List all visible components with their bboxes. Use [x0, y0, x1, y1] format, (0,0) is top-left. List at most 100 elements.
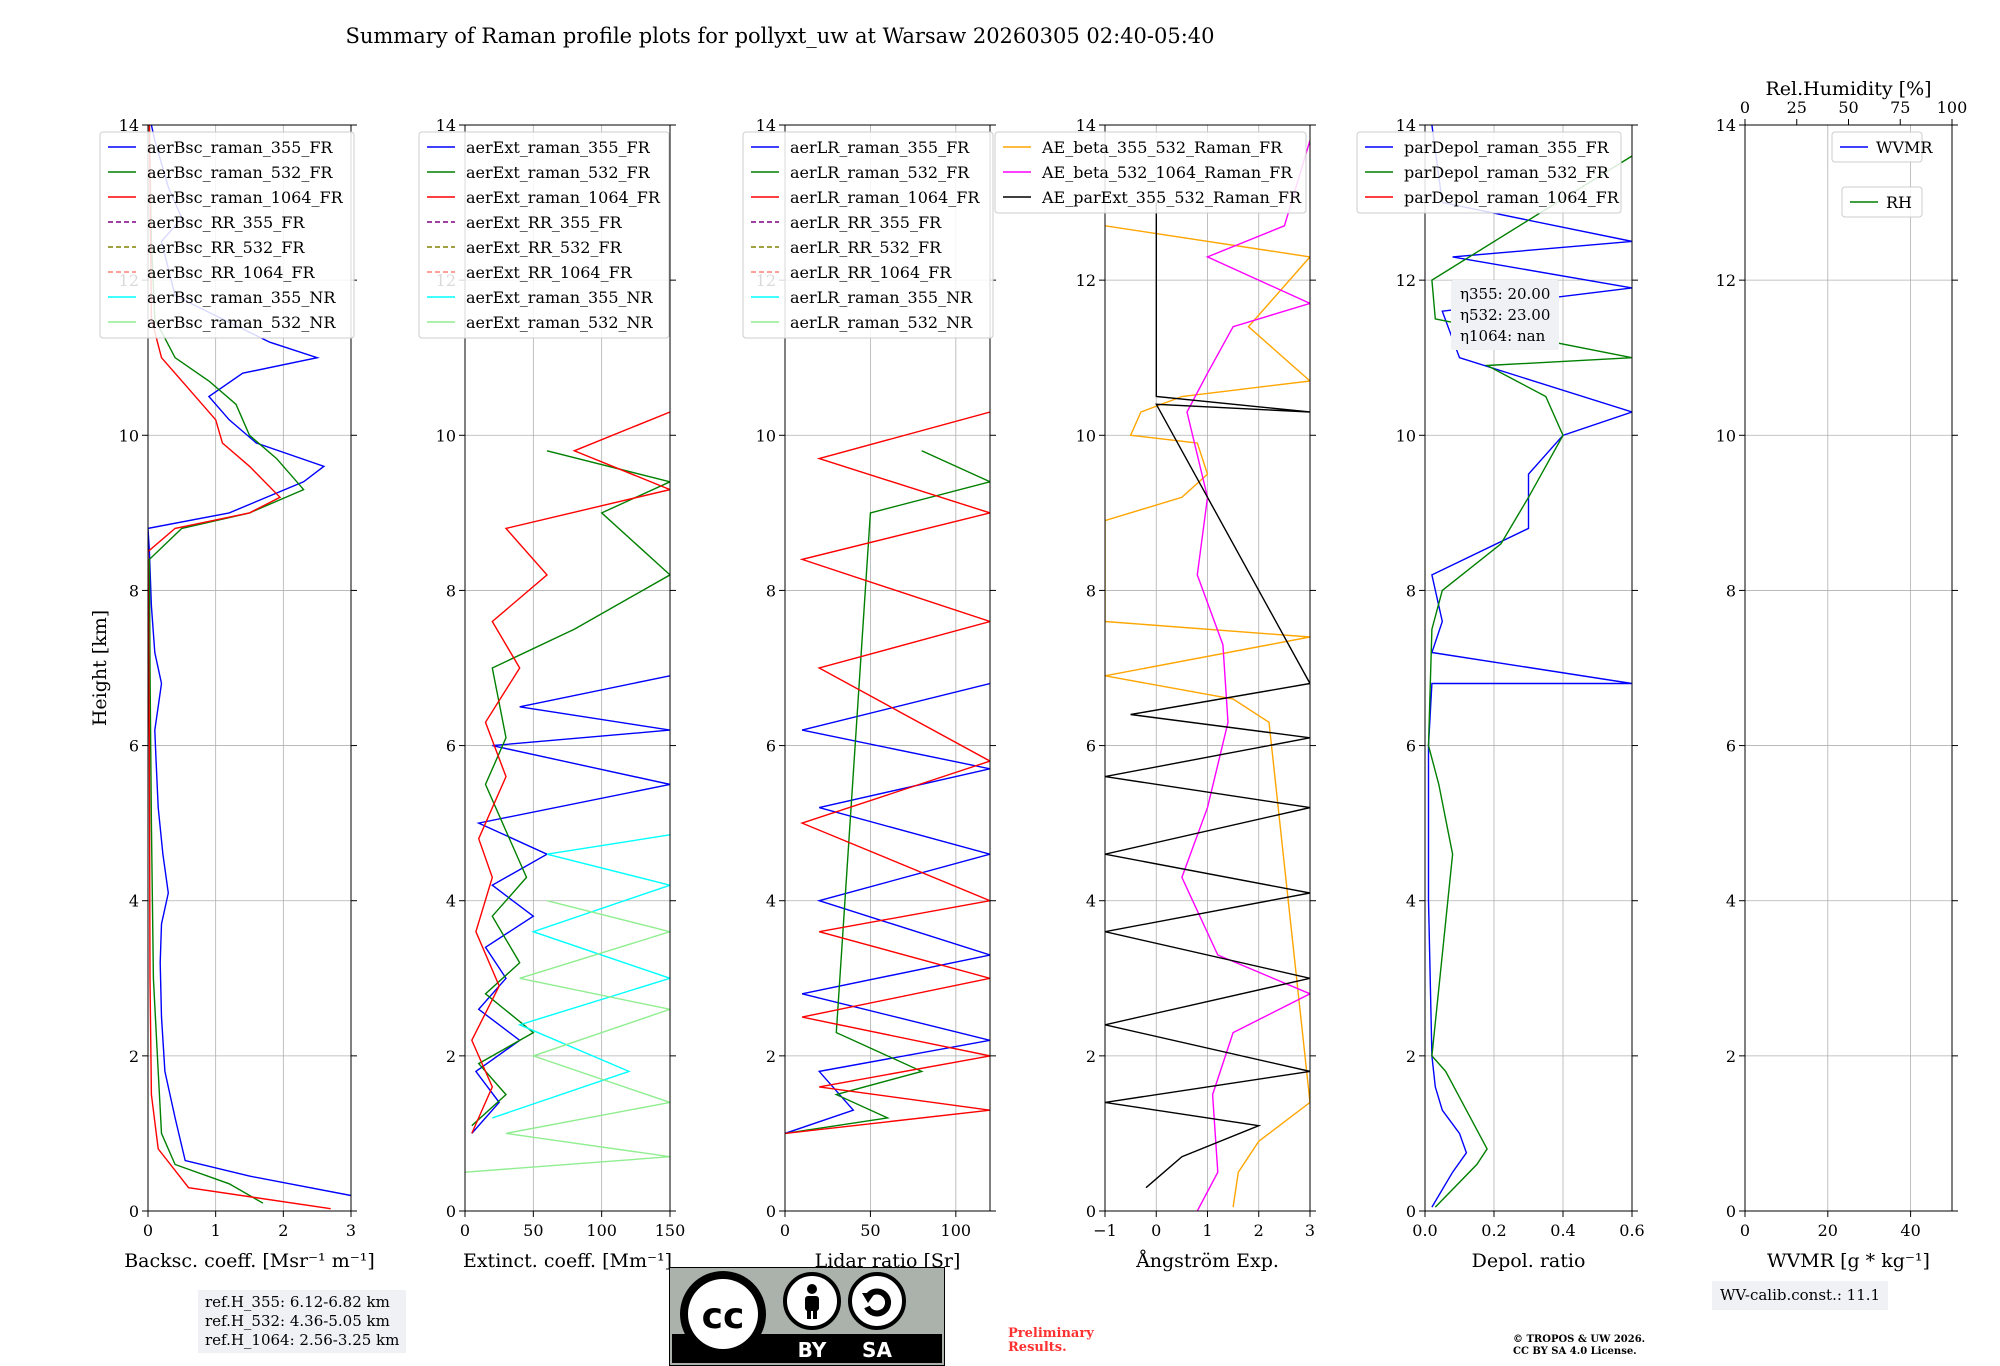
eta-box	[1451, 280, 1559, 350]
legend-label: aerLR_raman_355_FR	[790, 138, 970, 157]
legend-label: aerLR_RR_532_FR	[790, 238, 942, 257]
y-tick-label: 6	[129, 737, 139, 756]
legend: aerExt_raman_355_FR aerExt_raman_532_FRae…	[418, 131, 670, 339]
y-tick-label: 2	[1406, 1047, 1416, 1066]
legend-label: aerBsc_raman_532_FR	[147, 163, 333, 182]
legend-label: aerBsc_raman_355_FR	[147, 138, 333, 157]
series-group	[1427, 125, 1632, 1208]
legend-label: aerExt_raman_1064_FR	[466, 188, 661, 207]
axes-frame	[784, 124, 991, 1212]
x2-tick-label: 25	[1787, 98, 1807, 117]
x-tick-label: 100	[941, 1221, 972, 1240]
y-tick-label: 0	[766, 1202, 776, 1221]
legend-label: aerExt_raman_355_NR	[466, 288, 654, 307]
y-tick-label: 2	[766, 1047, 776, 1066]
y-axis-label: Height [km]	[89, 610, 111, 726]
preliminary-results-note: Preliminary Results.	[1008, 1327, 1094, 1355]
x2-tick-label: 50	[1838, 98, 1858, 117]
x-tick-label: 40	[1900, 1221, 1920, 1240]
y-tick-label: 14	[1716, 116, 1736, 135]
y-tick-label: 14	[1076, 116, 1096, 135]
eta-text: η532: 23.00	[1460, 306, 1550, 324]
series-group	[465, 411, 670, 1173]
legend-label: aerBsc_raman_1064_FR	[147, 188, 344, 207]
panel-2: 02468101214050100150Extinct. coeff. [Mm⁻…	[418, 116, 686, 1272]
legend-label: parDepol_raman_355_FR	[1404, 138, 1610, 157]
series-line-aerBsc_raman_1064_FR	[148, 125, 331, 1210]
preliminary-line-2: Results.	[1008, 1340, 1067, 1355]
y-tick-label: 2	[446, 1047, 456, 1066]
panel-3: 02468101214050100Lidar ratio [Sr]aerLR_r…	[742, 116, 996, 1272]
y-tick-label: 6	[1086, 737, 1096, 756]
x-tick-label: 0.6	[1619, 1221, 1644, 1240]
legend-label: aerLR_RR_355_FR	[790, 213, 942, 232]
legend-label: WVMR	[1876, 138, 1933, 157]
ref-h-355: ref.H_355: 6.12-6.82 km	[205, 1293, 390, 1311]
legend-label: aerExt_raman_532_NR	[466, 313, 654, 332]
legend-box	[418, 131, 670, 339]
y-tick-label: 14	[756, 116, 776, 135]
series-group	[1105, 140, 1310, 1211]
eta-annotation: η355: 20.00 η532: 23.00 η1064: nan	[1451, 280, 1559, 350]
y-tick-label: 10	[1396, 426, 1416, 445]
y-tick-label: 10	[1076, 426, 1096, 445]
legend-box	[99, 131, 355, 339]
legend-box	[742, 131, 994, 339]
x-tick-label: 50	[523, 1221, 543, 1240]
x-tick-label: 20	[1818, 1221, 1838, 1240]
wv-calib-const: WV-calib.const.: 11.1	[1720, 1286, 1881, 1304]
x2-tick-label: 75	[1890, 98, 1910, 117]
y-tick-label: 10	[1716, 426, 1736, 445]
x-axis-label: Ångström Exp.	[1135, 1250, 1279, 1272]
eta-text: η1064: nan	[1460, 327, 1546, 345]
x-tick-label: 0	[460, 1221, 470, 1240]
series-line-aerExt_raman_532_NR	[465, 900, 670, 1173]
series-line-aerLR_raman_1064_FR	[785, 411, 990, 1135]
series-line-parDepol_raman_355_FR	[1427, 125, 1632, 1208]
y-tick-label: 0	[129, 1202, 139, 1221]
y-tick-label: 4	[129, 892, 139, 911]
y-tick-label: 8	[129, 581, 139, 600]
series-group	[785, 411, 990, 1135]
y-tick-label: 12	[1716, 271, 1736, 290]
x-axis-label: Extinct. coeff. [Mm⁻¹]	[463, 1250, 672, 1272]
panels: 024681012140123Backsc. coeff. [Msr⁻¹ m⁻¹…	[89, 78, 1967, 1272]
sa-text: SA	[862, 1338, 892, 1362]
series-line-aerExt_raman_532_FR	[471, 450, 670, 1127]
y-tick-label: 6	[446, 737, 456, 756]
legend-label: aerLR_raman_1064_FR	[790, 188, 980, 207]
x-tick-label: 150	[655, 1221, 686, 1240]
preliminary-line-1: Preliminary	[1008, 1326, 1094, 1341]
x-axis-label: Depol. ratio	[1472, 1250, 1586, 1272]
by-text: BY	[798, 1338, 827, 1362]
legend-label: RH	[1886, 193, 1912, 212]
x-tick-label: −1	[1093, 1221, 1117, 1240]
cc-by-sa-logo: cc BY SA	[669, 1267, 945, 1366]
y-tick-label: 8	[1406, 581, 1416, 600]
legend-label: aerLR_RR_1064_FR	[790, 263, 952, 282]
x-tick-label: 0	[143, 1221, 153, 1240]
legend-label: AE_parExt_355_532_Raman_FR	[1041, 188, 1302, 207]
copyright-line-1: © TROPOS & UW 2026.	[1513, 1334, 1646, 1345]
x-axis-label: Lidar ratio [Sr]	[815, 1250, 961, 1272]
x2-tick-label: 100	[1937, 98, 1968, 117]
legend: parDepol_raman_355_FR parDepol_raman_532_…	[1356, 131, 1622, 214]
axes-frame	[464, 124, 671, 1212]
x-tick-label: 1	[1202, 1221, 1212, 1240]
figure-title: Summary of Raman profile plots for polly…	[345, 24, 1214, 48]
y-tick-label: 8	[766, 581, 776, 600]
series-line-aerLR_raman_355_FR	[785, 682, 990, 1135]
legend-box	[1356, 131, 1622, 214]
y-tick-label: 8	[1086, 581, 1096, 600]
series-line-parDepol_raman_532_FR	[1427, 155, 1632, 1208]
x-tick-label: 0	[1151, 1221, 1161, 1240]
x-tick-label: 2	[1254, 1221, 1264, 1240]
y-tick-label: 6	[766, 737, 776, 756]
legend-label: aerBsc_RR_1064_FR	[147, 263, 316, 282]
series-line-AE_beta_532_1064_Raman_FR	[1181, 140, 1310, 1211]
x-tick-label: 0.0	[1412, 1221, 1437, 1240]
x-tick-label: 2	[278, 1221, 288, 1240]
y-tick-label: 2	[1086, 1047, 1096, 1066]
series-line-aerExt_raman_355_FR	[471, 675, 670, 1134]
